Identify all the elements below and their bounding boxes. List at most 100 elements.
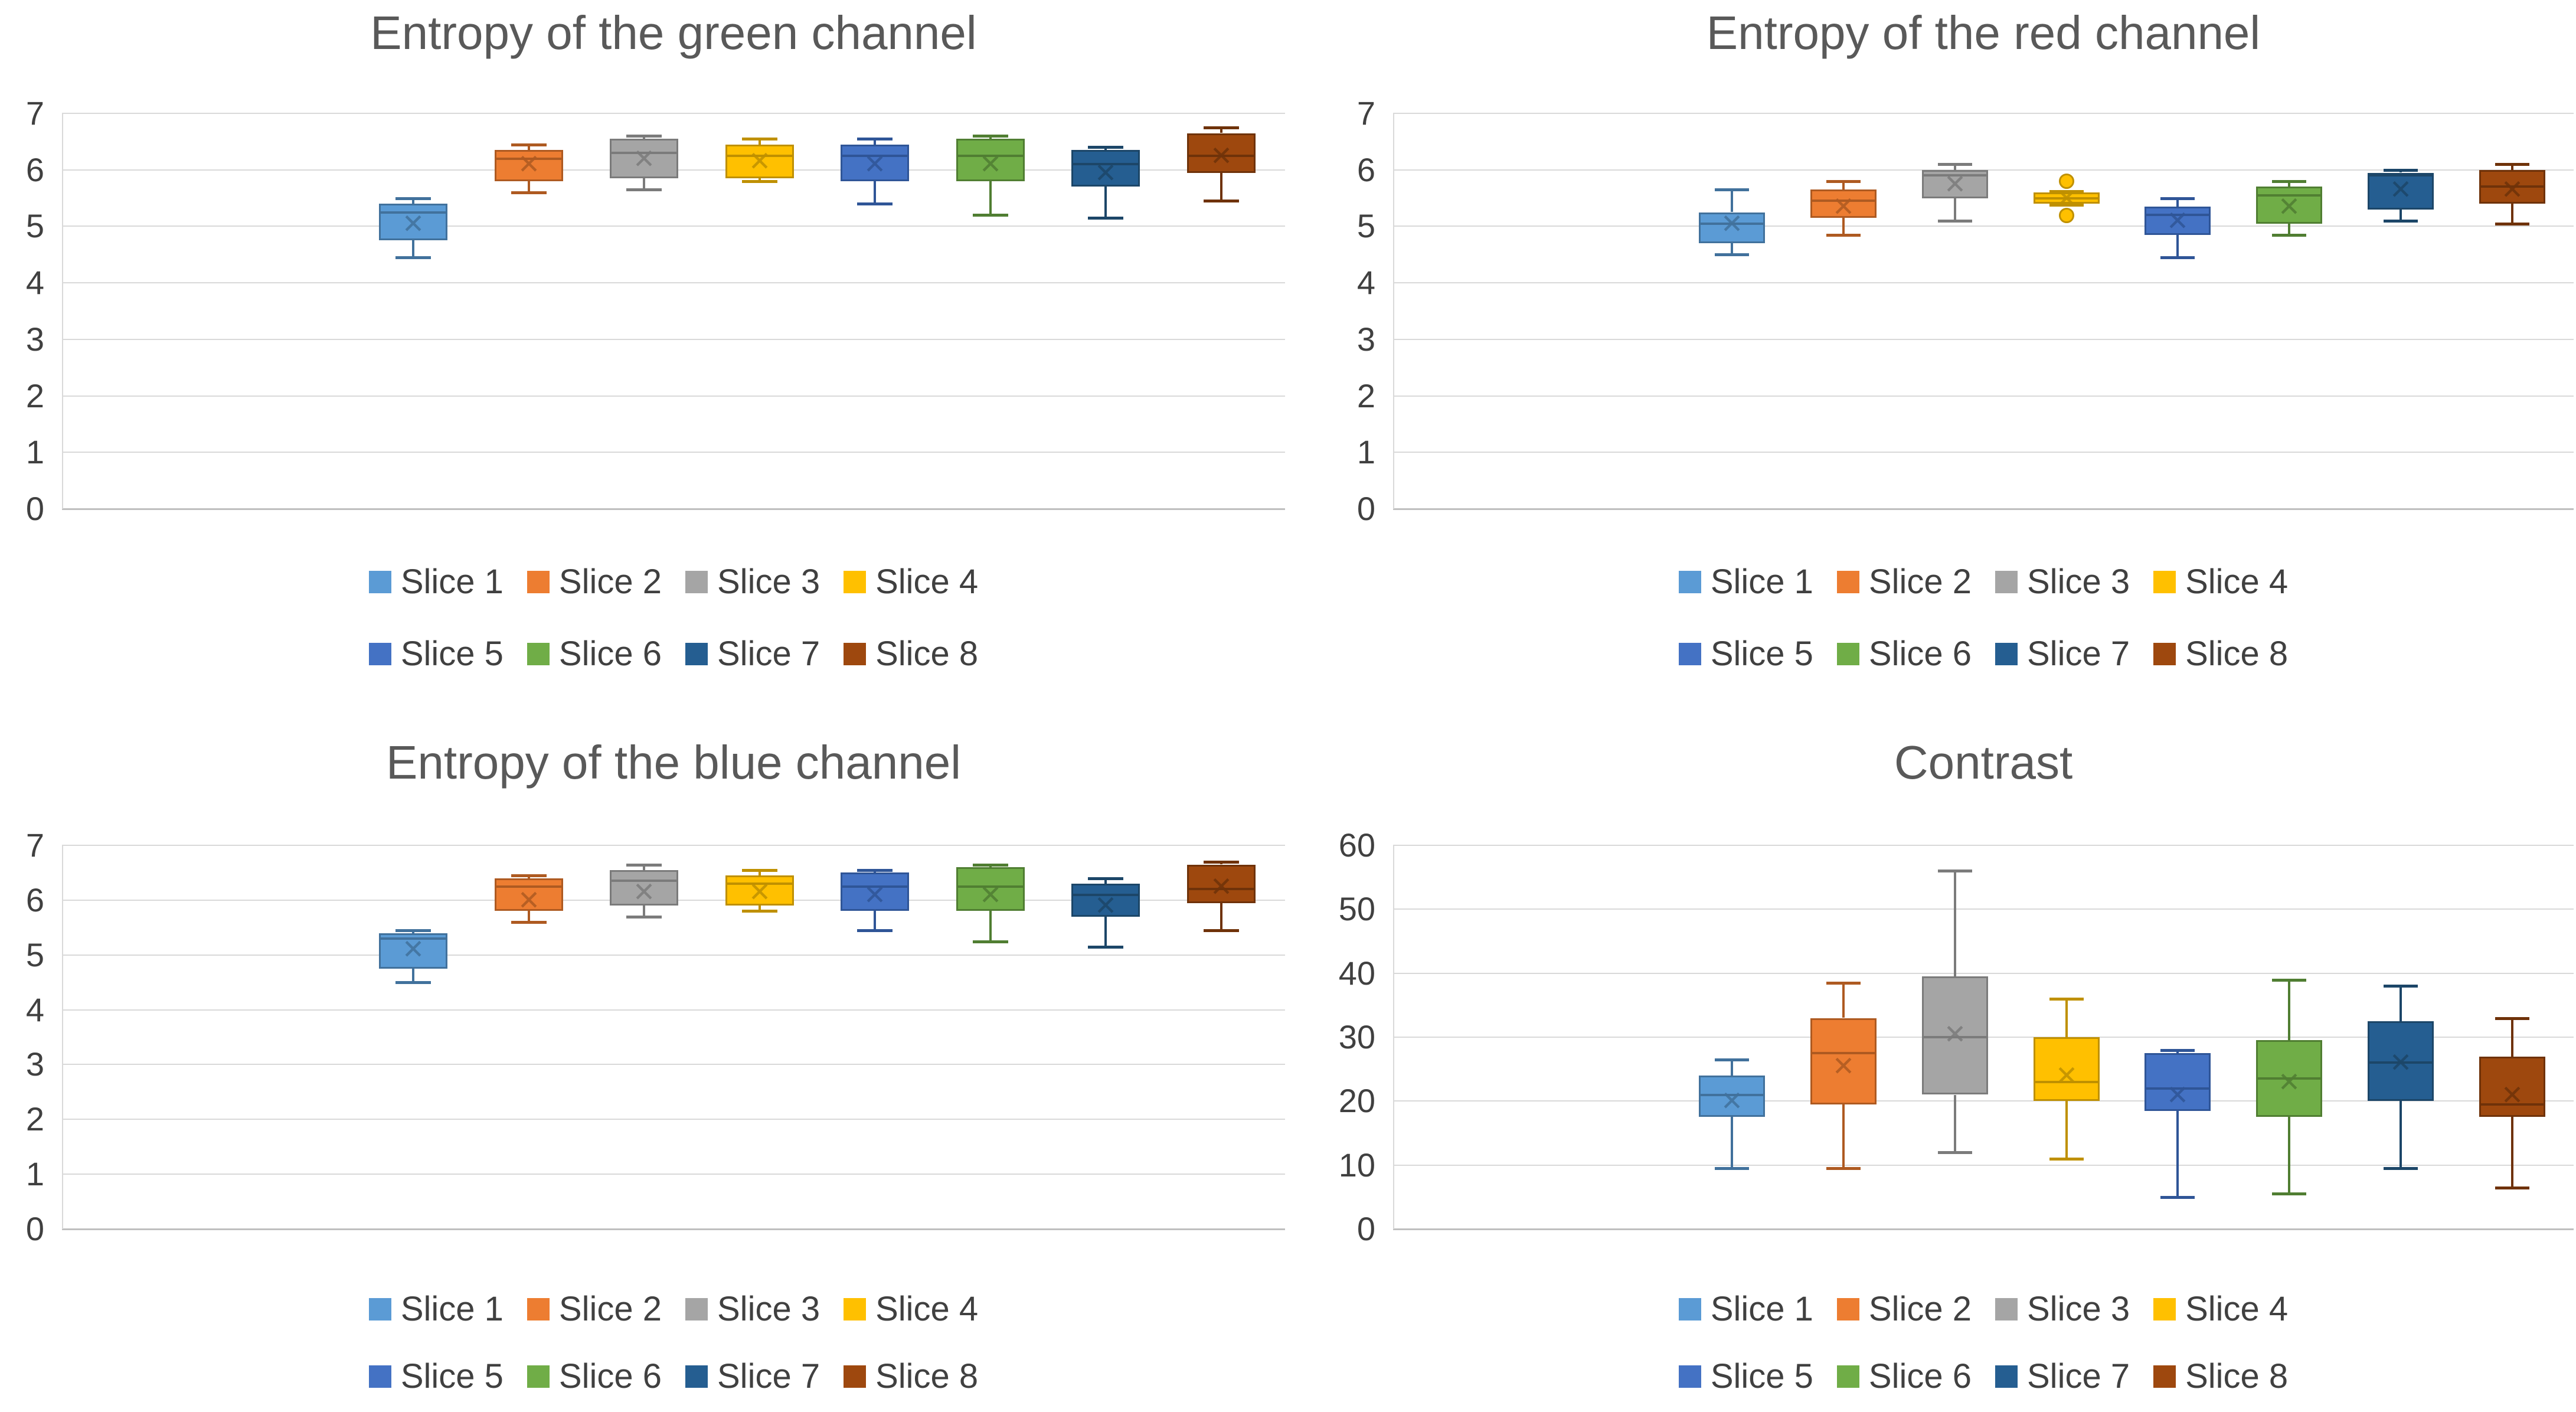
legend-label: Slice 3: [2027, 1290, 2130, 1328]
upper-whisker: [1954, 871, 1956, 977]
legend-label: Slice 8: [2185, 635, 2289, 673]
legend-item-slice-6: Slice 6: [1836, 634, 1972, 674]
upper-whisker-cap: [511, 143, 547, 146]
median-line: [1701, 1093, 1763, 1096]
legend-swatch: [368, 570, 391, 593]
legend-swatch: [527, 642, 550, 665]
legend-item-slice-1: Slice 1: [368, 1289, 504, 1329]
iqr-box: [2145, 1053, 2211, 1111]
legend-label: Slice 4: [2185, 563, 2289, 601]
box-plot-slice-5: ✕: [62, 845, 1285, 1229]
lower-whisker-cap: [973, 940, 1008, 943]
median-line: [496, 157, 561, 160]
legend-item-slice-8: Slice 8: [844, 1357, 978, 1396]
mean-marker: ✕: [401, 208, 425, 239]
gridline: [62, 845, 1285, 846]
gridline: [1393, 1228, 2574, 1230]
mean-marker: ✕: [2389, 1047, 2412, 1078]
upper-whisker-cap: [1826, 179, 1861, 183]
legend-label: Slice 3: [717, 563, 820, 601]
legend-item-slice-2: Slice 2: [1836, 1289, 1972, 1329]
legend-item-slice-2: Slice 2: [1836, 562, 1972, 602]
y-tick-label: 30: [1338, 1018, 1375, 1055]
lower-whisker-cap: [2160, 1195, 2195, 1199]
legend-swatch: [1836, 642, 1859, 665]
mean-marker: ✕: [1720, 208, 1744, 239]
legend-swatch: [685, 570, 708, 593]
upper-whisker-cap: [2049, 998, 2084, 1001]
box-plot-slice-4: ✕: [62, 113, 1285, 509]
y-tick-label: 20: [1338, 1082, 1375, 1120]
lower-whisker: [2065, 1101, 2068, 1159]
upper-whisker-cap: [2272, 978, 2306, 982]
iqr-box: [2368, 172, 2434, 210]
lower-whisker-cap: [2272, 1192, 2306, 1196]
legend-label: Slice 8: [875, 635, 979, 673]
upper-whisker-cap: [857, 868, 893, 872]
legend-item-slice-1: Slice 1: [1678, 1289, 1813, 1329]
legend-label: Slice 2: [1868, 563, 1972, 601]
upper-whisker: [1954, 164, 1956, 170]
upper-whisker-cap: [2495, 163, 2529, 166]
legend-label: Slice 8: [2185, 1357, 2289, 1395]
mean-marker: ✕: [2277, 1066, 2301, 1097]
lower-whisker-cap: [857, 929, 893, 932]
legend-swatch: [844, 642, 867, 665]
legend-swatch: [1678, 570, 1701, 593]
median-line: [1812, 1052, 1875, 1055]
legend-label: Slice 1: [1710, 563, 1813, 601]
legend-item-slice-2: Slice 2: [527, 1289, 662, 1329]
y-tick-label: 3: [25, 320, 44, 358]
legend-swatch: [1995, 1365, 2018, 1388]
box-plot-slice-4: ✕: [62, 845, 1285, 1229]
upper-whisker: [1731, 1059, 1733, 1076]
iqr-box: [1187, 133, 1256, 173]
box-plot-slice-3: ✕: [62, 113, 1285, 509]
legend-label: Slice 7: [717, 635, 820, 673]
gridline: [1393, 395, 2574, 397]
gridline: [62, 1119, 1285, 1120]
iqr-box: [841, 144, 909, 181]
gridline: [62, 1064, 1285, 1065]
y-tick-label: 5: [25, 207, 44, 245]
upper-whisker-cap: [1088, 146, 1123, 149]
gridline: [62, 1174, 1285, 1175]
gridline: [1393, 338, 2574, 340]
lower-whisker-cap: [626, 915, 662, 919]
legend-swatch: [1995, 570, 2018, 593]
legend-label: Slice 4: [875, 563, 979, 601]
mean-marker: ✕: [2055, 182, 2078, 214]
legend-item-slice-3: Slice 3: [685, 562, 820, 602]
legend-swatch: [685, 1297, 708, 1321]
y-tick-label: 2: [1356, 377, 1375, 414]
y-tick-label: 40: [1338, 954, 1375, 992]
box-plot-slice-5: ✕: [1393, 845, 2574, 1229]
upper-whisker: [1104, 878, 1107, 884]
lower-whisker: [1731, 1117, 1733, 1169]
legend-item-slice-7: Slice 7: [685, 1357, 820, 1396]
y-tick-label: 1: [25, 1155, 44, 1193]
legend-swatch: [2153, 642, 2176, 665]
mean-marker: ✕: [517, 884, 541, 916]
mean-marker: ✕: [632, 143, 656, 174]
lower-whisker-cap: [2160, 256, 2195, 260]
lower-whisker-cap: [742, 910, 777, 913]
median-line: [2035, 197, 2098, 200]
lower-whisker: [2176, 1110, 2179, 1197]
iqr-box: [2145, 206, 2211, 235]
lower-whisker: [2400, 1101, 2402, 1169]
chart-entropy-blue: Entropy of the blue channel 7 6 5 4 3 2 1 0 ✕ ✕ ✕ ✕…: [0, 706, 1288, 1412]
y-tick-label: 6: [1356, 151, 1375, 188]
legend-swatch: [685, 642, 708, 665]
lower-whisker: [1220, 903, 1222, 930]
upper-whisker: [759, 139, 761, 145]
mean-marker: ✕: [1943, 168, 1967, 200]
upper-whisker: [1220, 127, 1222, 133]
legend-label: Slice 2: [558, 1290, 662, 1328]
gridline: [62, 338, 1285, 340]
lower-whisker: [2176, 234, 2179, 258]
mean-marker: ✕: [979, 149, 1002, 180]
lower-whisker: [1104, 187, 1107, 218]
gridline: [1393, 972, 2574, 974]
legend-swatch: [2153, 1365, 2176, 1388]
